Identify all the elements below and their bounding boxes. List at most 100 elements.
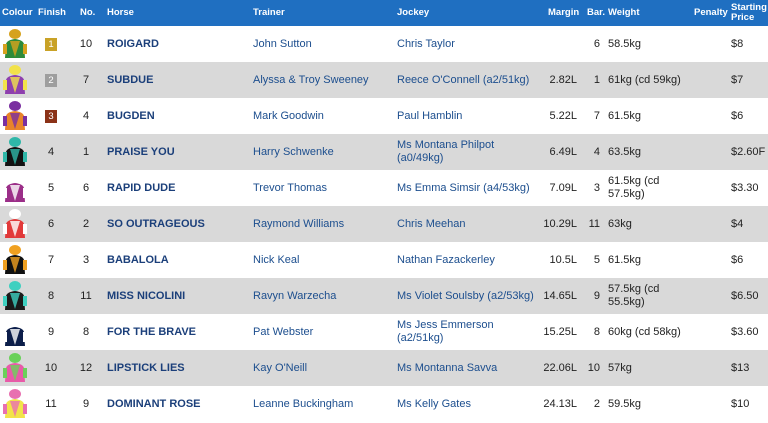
cell: 10.5L [549,253,577,266]
cell: Ms Emma Simsir (a4/53kg) [397,181,530,194]
cell: Chris Meehan [397,217,466,230]
cell: $7 [731,73,744,86]
cell: 61kg (cd 59kg) [608,73,681,86]
cell: $10 [731,397,750,410]
cell: Reece O'Connell (a2/51kg) [397,73,530,86]
cell: 22.06L [543,361,577,374]
cell: 60kg (cd 58kg) [608,325,681,338]
cell: 58.5kg [608,37,642,50]
cell: 7 [593,109,600,122]
cell: Ms Montanna Savva [397,361,498,374]
cell: 2 [593,397,600,410]
column-header: Bar. [587,7,605,18]
result-row: 1 10 ROIGARD John Sutton Chris Taylor 6 58.5kg… [0,26,768,62]
cell: BABALOLA [107,253,169,266]
result-row: 8 11 MISS NICOLINI Ravyn Warzecha Ms Violet … [0,278,768,314]
cell: Alyssa & Troy Sweeney [253,73,369,86]
number-cell: 1 [82,145,90,158]
cell: 6 [593,37,600,50]
column-header: Starting Price [731,2,767,23]
column-header: Jockey [397,7,430,18]
column-header: Trainer [253,7,285,18]
cell: Ravyn Warzecha [253,289,337,302]
number-cell: 9 [82,397,90,410]
result-row: 3 4 BUGDEN Mark Goodwin Paul Hamblin 5.22L 7 61… [0,98,768,134]
cell: 10.29L [543,217,577,230]
cell: John Sutton [253,37,312,50]
finish-cell: 10 [44,361,58,374]
cell: 1 [593,73,600,86]
result-row: 2 7 SUBDUE Alyssa & Troy Sweeney Reece O'Con… [0,62,768,98]
cell: $8 [731,37,744,50]
finish-badge: 1 [45,37,57,51]
cell: 8 [593,325,600,338]
cell: Trevor Thomas [253,181,327,194]
column-header: Weight [608,7,640,18]
cell: 61.5kg [608,253,642,266]
cell: 63kg [608,217,632,230]
silk-icon [3,137,27,166]
number-cell: 8 [82,325,90,338]
column-header: Margin [548,7,580,18]
cell: Leanne Buckingham [253,397,354,410]
silk-icon [3,209,27,238]
cell: 10 [587,361,600,374]
result-row: 4 1 PRAISE YOU Harry Schwenke Ms Montana Phi… [0,134,768,170]
silk-icon [3,281,27,310]
cell: 3 [593,181,600,194]
cell: $3.60 [731,325,759,338]
column-header: Penalty [694,7,728,18]
cell: $3.30 [731,181,759,194]
cell: RAPID DUDE [107,181,176,194]
cell: $6.50 [731,289,759,302]
cell: Pat Webster [253,325,314,338]
cell: 5 [593,253,600,266]
silk-icon [3,389,27,418]
cell: 57.5kg (cd 55.5kg) [608,283,660,308]
cell: 11 [588,217,600,230]
cell: 2.82L [549,73,577,86]
table-header: Colour Finish No. Horse Trainer Jockey Margin B… [0,0,768,26]
cell: Nick Keal [253,253,300,266]
finish-badge: 2 [45,73,57,87]
cell: LIPSTICK LIES [107,361,185,374]
number-cell: 12 [79,361,93,374]
cell: Mark Goodwin [253,109,324,122]
cell: MISS NICOLINI [107,289,186,302]
number-cell: 10 [79,37,93,50]
number-cell: 3 [82,253,90,266]
cell: 63.5kg [608,145,642,158]
cell: 15.25L [543,325,577,338]
finish-badge: 3 [45,109,57,123]
cell: ROIGARD [107,37,159,50]
cell: 24.13L [543,397,577,410]
result-row: 7 3 BABALOLA Nick Keal Nathan Fazackerley 10.… [0,242,768,278]
cell: $13 [731,361,750,374]
result-row: 5 6 RAPID DUDE Trevor Thomas Ms Emma Simsir … [0,170,768,206]
cell: Chris Taylor [397,37,455,50]
cell: 61.5kg (cd 57.5kg) [608,175,660,200]
cell: Ms Jess Emmerson (a2/51kg) [397,319,494,344]
silk-icon [3,101,27,130]
cell: BUGDEN [107,109,155,122]
number-cell: 2 [82,217,90,230]
column-header: Horse [107,7,134,18]
finish-cell: 11 [45,397,57,410]
cell: 57kg [608,361,632,374]
column-header: Colour [2,7,33,18]
result-row: 6 2 SO OUTRAGEOUS Raymond Williams Chris Mee… [0,206,768,242]
cell: $6 [731,253,744,266]
finish-cell: 9 [47,325,55,338]
cell: Paul Hamblin [397,109,463,122]
cell: Raymond Williams [253,217,345,230]
silk-icon [3,245,27,274]
cell: 6.49L [549,145,577,158]
cell: SUBDUE [107,73,154,86]
result-row: 11 9 DOMINANT ROSE Leanne Buckingham Ms Kell… [0,386,768,422]
number-cell: 6 [82,181,90,194]
cell: SO OUTRAGEOUS [107,217,205,230]
cell: 5.22L [549,109,577,122]
silk-icon [3,317,27,346]
silk-icon [3,353,27,382]
